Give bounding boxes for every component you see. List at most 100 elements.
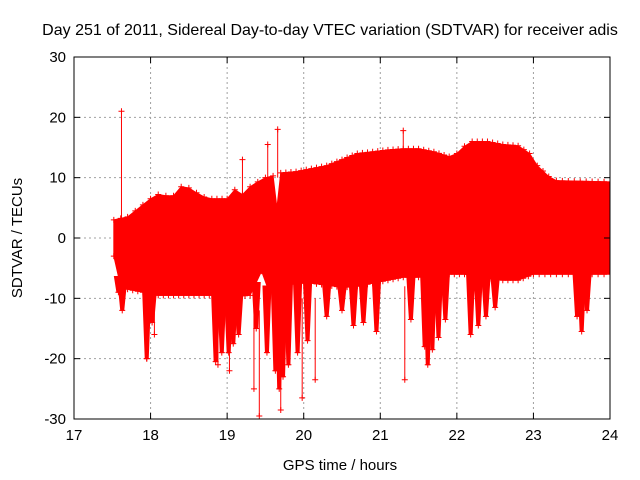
- lower-edge-point: [400, 274, 407, 281]
- dip-point: [263, 349, 270, 356]
- lower-edge-point: [201, 292, 208, 299]
- data-band: [113, 140, 611, 298]
- error-bar-point: [312, 376, 319, 383]
- dip-point: [407, 316, 414, 323]
- dip-spike: [371, 281, 381, 333]
- lower-edge-point: [247, 292, 254, 299]
- dip-spike: [406, 276, 416, 320]
- upper-edge-point: [147, 195, 154, 202]
- dip-point: [304, 337, 311, 344]
- upper-edge-point: [308, 165, 315, 172]
- lower-edge-point: [559, 271, 566, 278]
- x-tick-label: 18: [142, 427, 159, 444]
- lower-edge-point: [456, 271, 463, 278]
- dip-spike: [117, 284, 127, 311]
- dip-point: [442, 316, 449, 323]
- upper-edge-point: [484, 138, 491, 145]
- upper-edge-point: [344, 154, 351, 161]
- y-tick-label: -30: [44, 411, 66, 428]
- y-tick-label: -10: [44, 290, 66, 307]
- upper-edge-point: [219, 195, 226, 202]
- x-tick-label: 22: [449, 427, 466, 444]
- upper-edge-point: [435, 150, 442, 157]
- error-bar-point: [256, 412, 263, 419]
- lower-edge-point: [515, 277, 522, 284]
- lower-edge-point: [165, 292, 172, 299]
- dip-spike: [262, 285, 272, 354]
- upper-edge-point: [384, 146, 391, 153]
- lower-edge-point: [390, 276, 397, 283]
- dip-spike: [337, 286, 347, 311]
- dip-point: [435, 334, 442, 341]
- dip-spike: [473, 276, 483, 326]
- chart-title: Day 251 of 2011, Sidereal Day-to-day VTE…: [42, 22, 618, 39]
- upper-edge-point: [571, 178, 578, 185]
- lower-edge-point: [525, 273, 532, 280]
- dip-point: [230, 340, 237, 347]
- dip-point: [492, 304, 499, 311]
- upper-edge-point: [420, 146, 427, 153]
- lower-edge-point: [553, 271, 560, 278]
- lower-edge-point: [451, 271, 458, 278]
- error-bar-point: [151, 331, 158, 338]
- upper-edge-point: [193, 189, 200, 196]
- error-bar-point: [277, 406, 284, 413]
- upper-edge-point: [395, 146, 402, 153]
- upper-edge-point: [390, 146, 397, 153]
- upper-edge-point: [287, 169, 294, 176]
- upper-edge-point: [155, 191, 162, 198]
- dip-point: [467, 331, 474, 338]
- upper-edge-point: [446, 153, 453, 160]
- lower-edge-point: [170, 292, 177, 299]
- dip-point: [235, 331, 242, 338]
- lower-edge-point: [510, 277, 517, 284]
- x-tick-label: 20: [295, 427, 312, 444]
- lower-edge-point: [110, 253, 117, 260]
- dip-point: [584, 307, 591, 314]
- dip-spike: [481, 277, 491, 317]
- upper-edge-point: [323, 162, 330, 169]
- lower-edge-point: [180, 292, 187, 299]
- dip-point: [323, 313, 330, 320]
- upper-edge-point: [254, 178, 261, 185]
- dip-point: [285, 361, 292, 368]
- upper-edge-point: [474, 138, 481, 145]
- upper-edge-point: [277, 169, 284, 176]
- upper-edge-point: [110, 216, 117, 223]
- upper-edge-point: [359, 149, 366, 156]
- upper-edge-point: [354, 150, 361, 157]
- error-bar-point: [226, 367, 233, 374]
- upper-edge-point: [545, 173, 552, 180]
- upper-edge-point: [499, 141, 506, 148]
- upper-edge-point: [333, 158, 340, 165]
- upper-edge-point: [293, 168, 300, 175]
- lower-edge-point: [134, 288, 141, 295]
- lower-edge-point: [520, 275, 527, 282]
- dip-point: [429, 346, 436, 353]
- upper-edge-point: [124, 213, 131, 220]
- y-tick-label: 30: [49, 49, 66, 66]
- x-tick-label: 23: [525, 427, 542, 444]
- lower-edge-point: [595, 271, 602, 278]
- error-bar-point: [400, 127, 407, 134]
- x-tick-label: 21: [372, 427, 389, 444]
- upper-edge-point: [178, 183, 185, 190]
- lower-edge-point: [160, 292, 167, 299]
- upper-edge-point: [270, 172, 277, 179]
- x-tick-label: 17: [66, 427, 83, 444]
- upper-edge-point: [117, 215, 124, 222]
- error-bar-point: [143, 355, 150, 362]
- upper-edge-point: [461, 143, 468, 150]
- upper-edge-point: [224, 195, 231, 202]
- dip-spike: [293, 282, 303, 354]
- lower-edge-point: [242, 292, 249, 299]
- upper-edge-point: [313, 164, 320, 171]
- lower-edge-point: [190, 292, 197, 299]
- dip-spike: [322, 284, 332, 317]
- error-bar-point: [274, 126, 281, 133]
- dip-point: [373, 328, 380, 335]
- error-bar-point: [264, 141, 271, 148]
- x-axis-label: GPS time / hours: [283, 457, 397, 474]
- upper-edge-point: [379, 147, 386, 154]
- lower-edge-point: [504, 277, 511, 284]
